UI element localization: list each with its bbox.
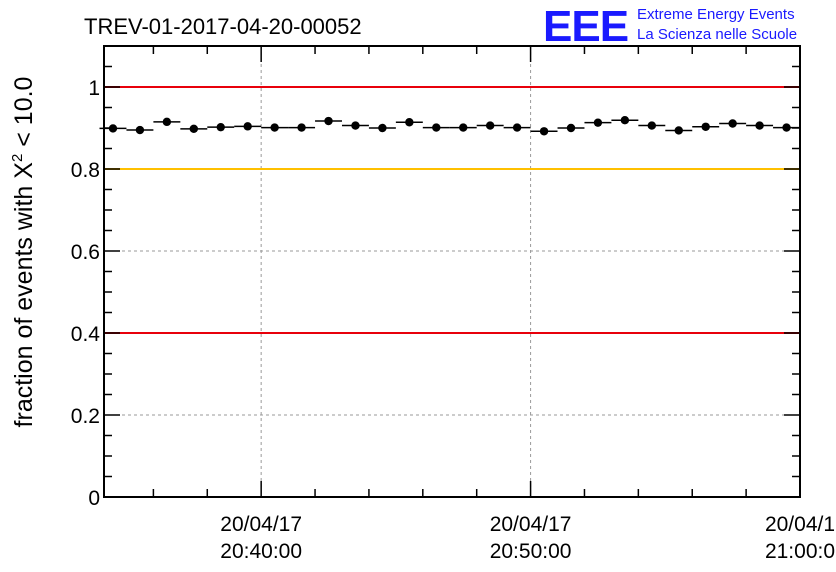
y-tick-label: 0.4 [71, 323, 101, 346]
data-point [189, 124, 199, 134]
data-point [378, 123, 387, 133]
data-point [539, 127, 549, 136]
data-point [593, 118, 603, 127]
data-point [485, 121, 495, 130]
logo-line-2: La Scienza nelle Scuole [637, 26, 797, 43]
y-axis-label-prefix: fraction of events with [10, 179, 38, 428]
data-point [512, 123, 522, 132]
y-tick-label: 0.8 [71, 159, 100, 182]
y-tick-label: 0.2 [71, 405, 100, 428]
data-point [108, 124, 118, 133]
plot-frame [103, 45, 801, 498]
data-point [405, 118, 414, 127]
data-point [728, 119, 737, 128]
y-tick-labels: 0 0.2 0.4 0.6 0.8 1 [71, 77, 101, 510]
data-point [351, 121, 360, 130]
x-tick-label-date: 20/04/17 [220, 513, 302, 536]
x-tick-label-time: 20:50:00 [490, 540, 572, 563]
logo-line-1: Extreme Energy Events [637, 6, 795, 23]
data-point [782, 123, 791, 132]
y-axis-label-suffix: < 10.0 [10, 77, 38, 154]
data-point [297, 123, 306, 132]
reference-lines [104, 86, 800, 334]
data-point [135, 125, 145, 135]
data-point [701, 122, 710, 131]
data-point [243, 122, 252, 131]
data-series [99, 116, 800, 136]
data-point [459, 123, 468, 132]
data-point [162, 117, 172, 127]
x-tick-label-date: 20/04/1 [765, 513, 835, 536]
y-tick-label: 1 [88, 77, 100, 100]
data-point [620, 116, 630, 125]
data-point [324, 116, 333, 126]
data-point [432, 123, 441, 132]
grid [104, 46, 801, 497]
logo-mark: EEE [543, 2, 628, 51]
data-point [647, 121, 657, 130]
y-axis-label: fraction of events with X2 < 10.0 [9, 77, 38, 428]
y-axis-label-symbol: X [10, 162, 38, 179]
data-point [566, 123, 576, 133]
data-point [216, 122, 225, 132]
chart-title: TREV-01-2017-04-20-00052 [84, 14, 362, 39]
data-point [755, 121, 764, 130]
axes [103, 45, 801, 498]
x-tick-label-date: 20/04/17 [490, 513, 572, 536]
x-tick-label-time: 21:00:0 [765, 540, 835, 563]
y-tick-label: 0 [88, 487, 100, 510]
data-point [674, 126, 683, 135]
data-point [270, 123, 279, 132]
x-tick-labels: 20/04/17 20:40:00 20/04/17 20:50:00 20/04/1 2… [220, 513, 835, 563]
x-tick-label-time: 20:40:00 [220, 540, 302, 563]
eee-logo: EEE Extreme Energy Events La Scienza nel… [543, 2, 797, 51]
y-axis-label-sup: 2 [9, 154, 26, 162]
y-tick-label: 0.6 [71, 241, 100, 264]
